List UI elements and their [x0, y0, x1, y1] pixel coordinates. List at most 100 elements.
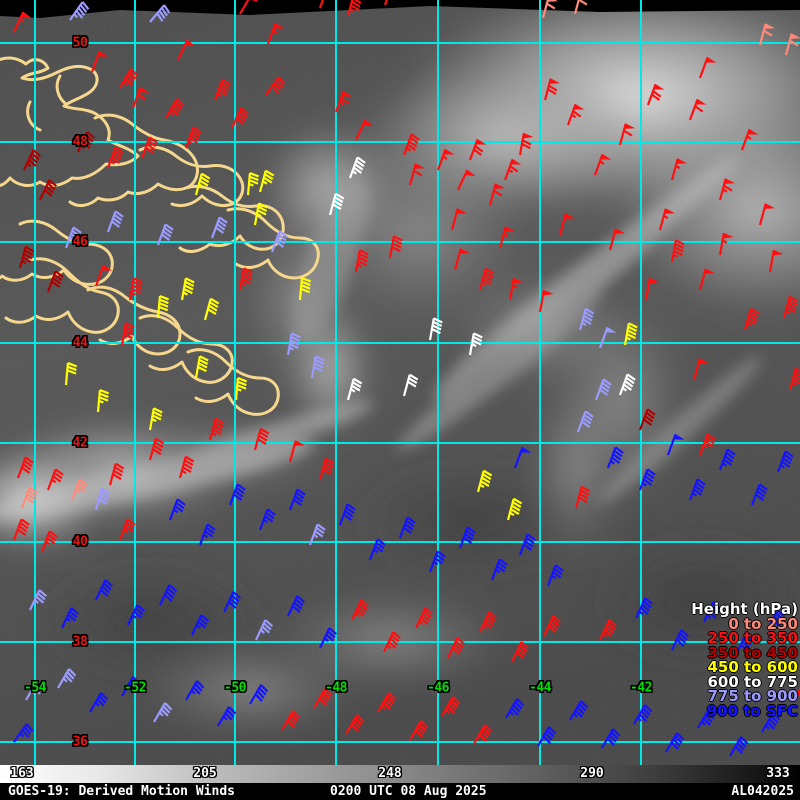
wind-barb [623, 322, 638, 346]
longitude-label: -54 [24, 680, 46, 696]
wind-barb [608, 228, 625, 251]
wind-barb [377, 692, 397, 713]
wind-barb [40, 530, 58, 553]
wind-barb-layer [12, 0, 800, 757]
wind-barb [601, 728, 621, 749]
satellite-scene [0, 0, 800, 765]
wind-barb [159, 584, 178, 606]
wind-barb [128, 277, 143, 301]
colorbar-strip: 163 205 248 290 333 [0, 765, 800, 783]
wind-barb [784, 33, 800, 56]
wind-barb [670, 158, 687, 181]
wind-barb [108, 462, 125, 486]
wind-barb [665, 732, 685, 753]
satellite-image-panel[interactable]: 50 48 46 44 42 40 38 36 -54 -52 -50 -48 -46 -44 -42 H… [0, 0, 800, 765]
wind-barb [94, 487, 111, 511]
wind-barb [573, 0, 588, 15]
no-data-band [0, 0, 800, 18]
wind-barb [761, 712, 781, 733]
wind-barb [537, 726, 557, 747]
wind-barb [253, 202, 268, 226]
wind-barb [566, 103, 585, 126]
wind-barb [178, 455, 195, 479]
wind-barb [606, 446, 624, 469]
wind-barb [23, 149, 42, 171]
wind-barb [599, 619, 618, 641]
wind-barb [213, 78, 231, 101]
ir-texture [0, 0, 800, 765]
wind-barb [127, 604, 146, 626]
wind-barb [61, 607, 80, 629]
wind-barb [729, 736, 749, 757]
wind-barb [718, 178, 735, 201]
wind-barb [149, 4, 171, 23]
wind-barb [490, 558, 508, 581]
wind-barb [569, 700, 589, 721]
wind-barb [18, 245, 35, 269]
wind-barb [718, 448, 736, 471]
wind-barb [646, 83, 665, 106]
wind-barb [25, 680, 45, 701]
wind-barb [70, 478, 88, 501]
wind-barb [735, 634, 754, 656]
wind-barb [148, 437, 165, 461]
wind-barb [468, 138, 487, 161]
wind-barb [428, 317, 443, 341]
wind-barb [743, 307, 760, 331]
wind-barb [156, 223, 174, 246]
wind-barb [228, 483, 246, 506]
wind-barb [458, 526, 476, 549]
wind-barb [644, 277, 660, 301]
wind-barb [288, 488, 306, 511]
wind-barb [618, 373, 636, 396]
latitude-label: 40 [72, 534, 88, 550]
wind-barb [334, 90, 353, 113]
wind-barb [94, 264, 113, 287]
wind-barb [368, 538, 386, 561]
wind-barb [468, 332, 483, 356]
wind-barb [409, 720, 429, 741]
wind-barb [223, 591, 242, 613]
wind-barb [328, 192, 345, 216]
wind-barb [511, 641, 530, 663]
wind-barb [479, 611, 498, 633]
latitude-label: 36 [72, 734, 88, 750]
wind-barb [29, 589, 48, 611]
wind-barb [505, 698, 525, 719]
wind-barb [383, 631, 402, 653]
wind-barb [106, 210, 124, 233]
wind-barb [217, 706, 237, 727]
wind-barb [46, 270, 64, 293]
wind-barb [402, 133, 420, 156]
wind-barb [118, 518, 136, 541]
product-source-label: GOES-19: Derived Motion Winds [8, 784, 235, 799]
wind-barb [185, 680, 205, 701]
wind-barb [12, 518, 30, 541]
latitude-label: 46 [72, 234, 88, 250]
wind-barb [473, 724, 493, 745]
wind-barb [671, 629, 690, 651]
colorbar-tick-205: 205 [193, 766, 217, 781]
wind-barb [286, 332, 301, 356]
wind-barb [768, 249, 784, 273]
wind-barb [428, 550, 446, 573]
wind-barb [308, 523, 326, 546]
wind-barb [658, 208, 675, 231]
wind-barb [281, 710, 301, 731]
wind-barb [447, 637, 466, 659]
colorbar-tick-290: 290 [580, 766, 604, 781]
wind-barb [476, 469, 493, 493]
wind-barb [246, 172, 260, 196]
wind-barb [594, 378, 612, 401]
wind-barb [398, 516, 416, 539]
wind-barb [184, 126, 202, 149]
wind-barb [698, 56, 717, 79]
wind-barb [697, 708, 717, 729]
wind-barb [89, 692, 109, 713]
latitude-label: 50 [72, 35, 88, 51]
wind-barb [95, 579, 114, 601]
wind-barb [168, 498, 186, 521]
wind-barb [198, 523, 216, 546]
longitude-label: -42 [630, 680, 652, 696]
